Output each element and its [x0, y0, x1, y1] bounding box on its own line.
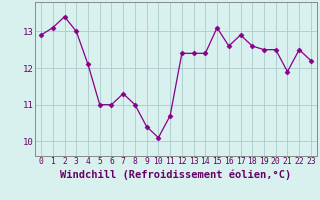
- X-axis label: Windchill (Refroidissement éolien,°C): Windchill (Refroidissement éolien,°C): [60, 169, 292, 180]
